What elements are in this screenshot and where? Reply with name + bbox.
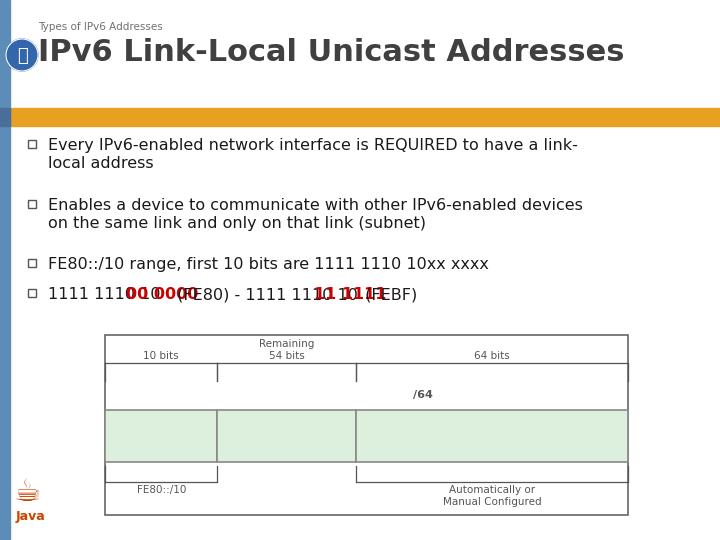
Text: 00 0000: 00 0000 (126, 287, 199, 302)
Text: (FE80) - 1111 1110 10: (FE80) - 1111 1110 10 (171, 287, 357, 302)
Circle shape (6, 39, 38, 71)
Text: Automatically or
Manual Configured: Automatically or Manual Configured (443, 485, 541, 507)
Text: Interface ID: Interface ID (453, 429, 531, 442)
Bar (28, 200, 36, 208)
Bar (10, 108, 720, 126)
Bar (28, 259, 36, 267)
Text: local address: local address (48, 156, 153, 171)
Bar (28, 140, 36, 148)
Text: FE80::/10: FE80::/10 (137, 485, 186, 495)
Text: 1111 1110 10: 1111 1110 10 (113, 429, 210, 442)
Text: 🌐: 🌐 (17, 47, 27, 65)
Text: on the same link and only on that link (subnet): on the same link and only on that link (… (48, 216, 426, 231)
Text: Java: Java (16, 510, 46, 523)
Text: Remaining
54 bits: Remaining 54 bits (259, 340, 315, 361)
Bar (0, 108, 10, 126)
Text: 1111 1110 10: 1111 1110 10 (48, 287, 161, 302)
Text: (FEBF): (FEBF) (360, 287, 418, 302)
Bar (217, 410, 356, 462)
Bar (28, 289, 36, 297)
Text: FE80::/10 range, first 10 bits are 1111 1110 10xx xxxx: FE80::/10 range, first 10 bits are 1111 … (48, 257, 489, 272)
Text: Every IPv6-enabled network interface is REQUIRED to have a link-: Every IPv6-enabled network interface is … (48, 138, 578, 153)
Text: 11 1111: 11 1111 (315, 287, 387, 302)
Bar (105, 410, 217, 462)
Text: Types of IPv6 Addresses: Types of IPv6 Addresses (38, 22, 163, 32)
Text: IPv6 Link-Local Unicast Addresses: IPv6 Link-Local Unicast Addresses (38, 38, 624, 67)
Text: Enables a device to communicate with other IPv6-enabled devices: Enables a device to communicate with oth… (48, 198, 583, 213)
Text: ☕: ☕ (14, 478, 41, 507)
Bar (105, 335, 628, 515)
Text: /64: /64 (413, 390, 433, 400)
Text: 10 bits: 10 bits (143, 351, 179, 361)
Text: 64 bits: 64 bits (474, 351, 510, 361)
Bar (0, 0, 10, 540)
Bar (356, 410, 628, 462)
